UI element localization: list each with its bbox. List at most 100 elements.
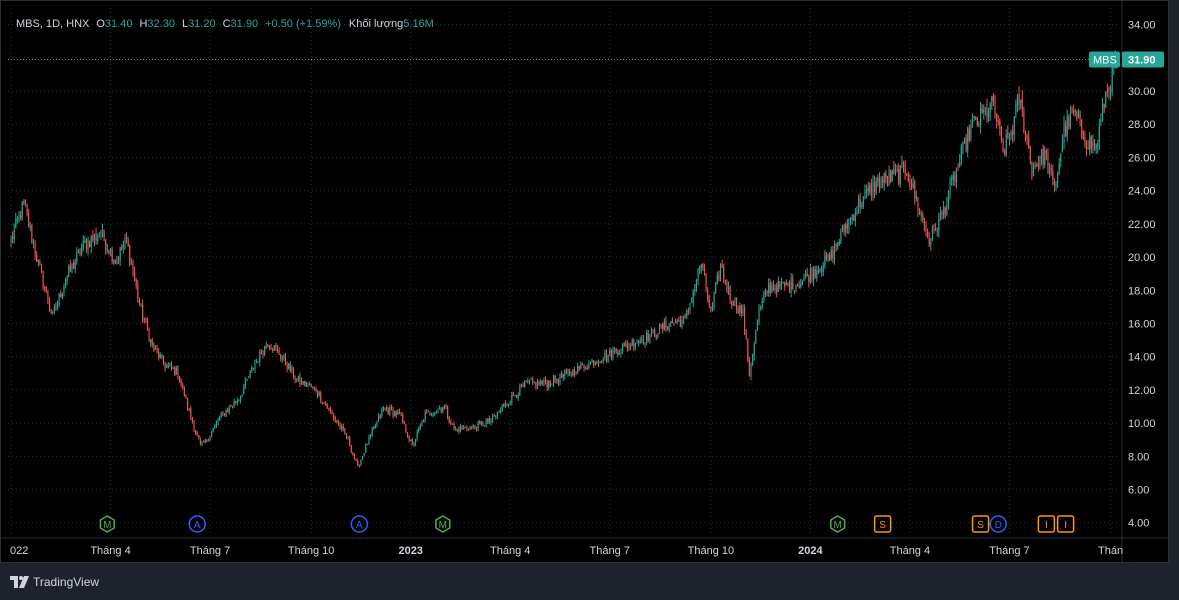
candle <box>965 134 967 153</box>
candle <box>581 362 584 366</box>
candle <box>487 418 489 425</box>
candle <box>259 349 261 366</box>
footer-brand[interactable]: TradingView <box>10 575 99 589</box>
event-marker-m[interactable]: M <box>435 515 451 533</box>
candle <box>370 434 372 440</box>
candle <box>45 286 47 294</box>
candle <box>267 343 269 348</box>
svg-text:S: S <box>977 520 984 531</box>
candle <box>549 379 551 388</box>
event-marker-m[interactable]: M <box>99 515 115 533</box>
candle <box>988 107 990 123</box>
candle <box>866 184 868 199</box>
candle <box>994 95 996 119</box>
candle <box>134 266 136 282</box>
candle <box>355 458 357 462</box>
ohlc-legend: MBS, 1D, HNX O 31.40 H 32.30 L 31.20 C 31.90… <box>16 17 441 31</box>
candle <box>943 200 945 220</box>
event-marker-a[interactable]: A <box>350 515 369 533</box>
candle <box>931 225 933 242</box>
candle <box>760 305 762 311</box>
candle <box>553 374 555 388</box>
event-marker-i[interactable]: I <box>1056 515 1075 533</box>
x-tick-label: 2023 <box>398 545 422 557</box>
candle <box>432 412 434 418</box>
candle <box>270 344 272 350</box>
candle <box>999 118 1001 136</box>
candle <box>646 329 648 346</box>
candle <box>1065 120 1067 138</box>
candle <box>398 408 401 415</box>
candle <box>361 456 364 461</box>
candle <box>801 279 803 286</box>
candle <box>137 280 139 303</box>
candle <box>206 439 208 443</box>
candle <box>162 355 165 366</box>
candle <box>734 297 736 307</box>
candle <box>283 353 285 361</box>
candle <box>891 169 893 182</box>
candle <box>556 378 558 384</box>
candle <box>305 381 307 387</box>
candle <box>877 174 879 187</box>
candle <box>1039 155 1041 170</box>
candle <box>183 386 185 397</box>
event-marker-m[interactable]: M <box>830 515 846 533</box>
price-tag-value: 31.90 <box>1128 54 1156 66</box>
candle <box>774 284 776 294</box>
candle <box>676 318 678 325</box>
chart-frame[interactable] <box>0 0 1169 563</box>
candle <box>199 437 201 446</box>
svg-text:M: M <box>834 520 842 531</box>
candle <box>591 358 593 363</box>
candle <box>729 285 731 304</box>
time-axis[interactable]: 022 Tháng 4 Tháng 7 Tháng 10 2023 Tháng 4 Thán… <box>10 545 1123 557</box>
candle <box>498 410 500 414</box>
candle <box>658 323 661 335</box>
candle <box>386 405 388 412</box>
candle <box>859 192 861 214</box>
candle <box>683 315 685 325</box>
event-marker-d[interactable]: D <box>989 515 1007 533</box>
candle <box>142 299 144 323</box>
candle <box>175 365 177 376</box>
candle <box>198 435 200 440</box>
candle <box>649 333 651 344</box>
candle <box>272 347 274 353</box>
candle <box>732 300 734 307</box>
candle <box>475 426 478 432</box>
candle <box>508 403 510 408</box>
candle <box>628 342 630 351</box>
event-marker-a[interactable]: A <box>188 515 206 533</box>
candle <box>747 338 749 363</box>
candle <box>154 345 157 350</box>
candle <box>299 372 301 387</box>
candle <box>52 310 54 315</box>
candle <box>203 440 205 443</box>
candle <box>357 458 359 466</box>
candle <box>1028 130 1030 149</box>
candle <box>219 415 221 422</box>
volume-label: Khối lượng <box>348 18 404 30</box>
last-price-tag: MBS 31.90 <box>8 51 1164 68</box>
candle <box>379 413 381 420</box>
candle <box>53 304 55 315</box>
candle <box>445 404 447 409</box>
candle <box>381 407 383 419</box>
price-axis[interactable]: 34.0032.0030.0028.0026.0024.0022.0020.00… <box>1128 20 1156 530</box>
candle <box>660 324 662 329</box>
brand-name: TradingView <box>33 575 100 589</box>
candle <box>146 317 149 331</box>
candle <box>145 317 147 323</box>
candle <box>737 305 739 314</box>
event-marker-s[interactable]: S <box>873 515 892 533</box>
symbol-label[interactable]: MBS, 1D, HNX <box>16 18 90 30</box>
event-marker-s[interactable]: S <box>971 515 990 533</box>
event-marker-i[interactable]: I <box>1037 515 1056 533</box>
candle <box>726 279 728 294</box>
candle <box>1008 133 1011 146</box>
candle <box>596 360 598 365</box>
y-tick-label: 24.00 <box>1128 186 1156 198</box>
